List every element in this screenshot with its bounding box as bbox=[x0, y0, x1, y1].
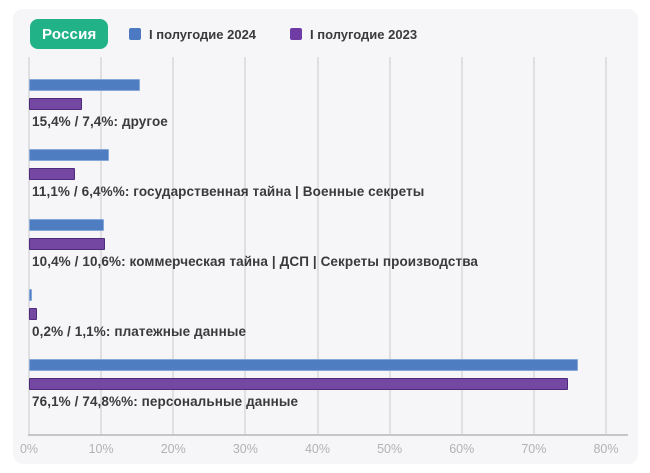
bar-group: 0,2% / 1,1%: платежные данные bbox=[28, 289, 623, 341]
x-tick-label: 20% bbox=[160, 442, 186, 456]
bar-2024[interactable] bbox=[29, 79, 141, 91]
row-label: 15,4% / 7,4%: другое bbox=[32, 114, 168, 129]
x-tick-label: 80% bbox=[593, 442, 619, 456]
bar-group: 76,1% / 74,8%%: персональные данные bbox=[28, 359, 623, 411]
legend-item-2024: I полугодие 2024 bbox=[129, 27, 256, 42]
x-tick-label: 70% bbox=[521, 442, 547, 456]
bar-2023[interactable] bbox=[29, 378, 569, 390]
bar-2023[interactable] bbox=[29, 308, 37, 320]
bar-2023[interactable] bbox=[29, 168, 76, 180]
legend-label-2023: I полугодие 2023 bbox=[310, 26, 418, 42]
region-badge: Россия bbox=[30, 19, 109, 49]
x-tick-label: 10% bbox=[88, 442, 114, 456]
x-tick-label: 30% bbox=[232, 442, 258, 456]
x-tick-label: 60% bbox=[449, 442, 475, 456]
gridline-80% bbox=[605, 57, 607, 434]
gridline-70% bbox=[532, 57, 535, 434]
row-label: 11,1% / 6,4%%: государственная тайна | В… bbox=[32, 184, 425, 199]
row-label: 10,4% / 10,6%: коммерческая тайна | ДСП … bbox=[32, 254, 479, 269]
gridline-50% bbox=[388, 57, 391, 434]
x-tick-label: 40% bbox=[304, 442, 331, 456]
gridline-40% bbox=[316, 57, 319, 434]
bar-2023[interactable] bbox=[29, 238, 106, 250]
gridline-60% bbox=[460, 57, 463, 434]
bar-2024[interactable] bbox=[29, 289, 32, 301]
gridline-30% bbox=[244, 57, 247, 434]
x-tick-label: 0% bbox=[19, 442, 39, 456]
gridline-20% bbox=[172, 57, 175, 434]
row-label: 76,1% / 74,8%%: персональные данные bbox=[32, 394, 299, 409]
chart-legend: I полугодие 2024 I полугодие 2023 bbox=[129, 9, 417, 59]
bar-group: 11,1% / 6,4%%: государственная тайна | В… bbox=[28, 149, 623, 201]
legend-swatch-2024-icon bbox=[129, 28, 141, 40]
chart-card: Россия I полугодие 2024 I полугодие 2023… bbox=[13, 9, 638, 464]
legend-item-2023: I полугодие 2023 bbox=[290, 27, 417, 42]
bar-group: 10,4% / 10,6%: коммерческая тайна | ДСП … bbox=[28, 219, 623, 271]
bar-2024[interactable] bbox=[29, 219, 104, 231]
bar-chart-plot: 0% 10% 20% 30% 40% 50% 60% 70% 80% 15,4% / 7,4%: … bbox=[13, 9, 638, 464]
row-label: 0,2% / 1,1%: платежные данные bbox=[32, 324, 247, 339]
bar-2023[interactable] bbox=[29, 98, 83, 110]
bar-2024[interactable] bbox=[29, 149, 110, 161]
bar-2024[interactable] bbox=[29, 359, 578, 371]
legend-label-2024: I полугодие 2024 bbox=[149, 26, 257, 42]
chart-header: Россия I полугодие 2024 I полугодие 2023 bbox=[13, 9, 638, 59]
legend-swatch-2023-icon bbox=[290, 28, 303, 40]
x-tick-label: 50% bbox=[377, 442, 403, 456]
x-axis-line bbox=[28, 434, 628, 436]
bar-group: 15,4% / 7,4%: другое bbox=[28, 79, 623, 131]
